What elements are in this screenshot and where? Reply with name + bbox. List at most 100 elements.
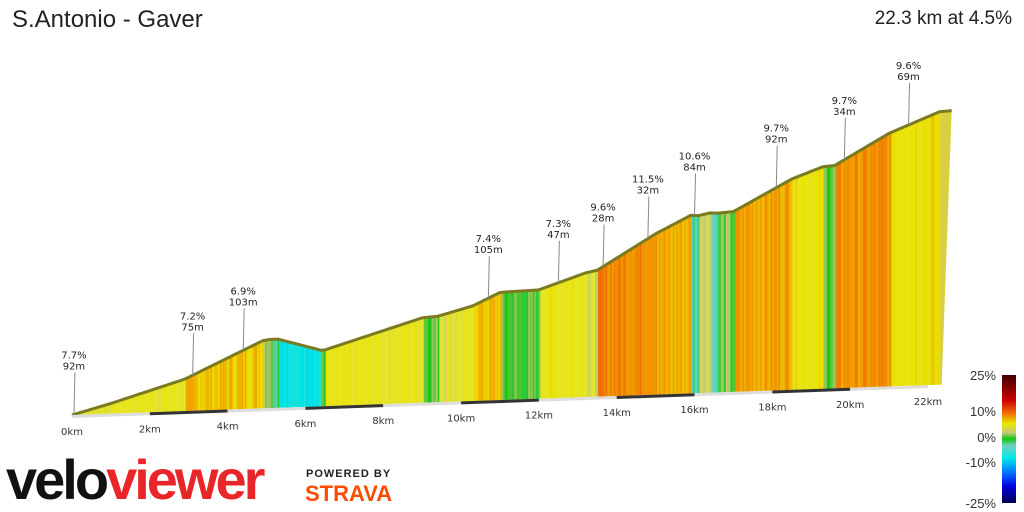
gradient-strip	[812, 170, 815, 390]
gradient-strip	[168, 383, 171, 412]
gradient-strip	[296, 343, 299, 408]
gradient-strip	[921, 118, 924, 386]
gradient-strip	[459, 309, 462, 402]
km-bar-segment	[149, 409, 228, 416]
gradient-strip	[537, 289, 540, 399]
gradient-strip	[887, 133, 890, 387]
gradient-strip	[836, 163, 839, 389]
gradient-strip	[532, 290, 535, 399]
gradient-strip	[577, 275, 580, 398]
gradient-strip	[596, 269, 599, 397]
gradient-strip	[828, 165, 831, 389]
gradient-strip	[713, 212, 716, 393]
gradient-strip	[216, 362, 219, 410]
gradient-strip	[121, 399, 124, 414]
gradient-strip	[207, 367, 210, 411]
gradient-strip	[210, 365, 213, 411]
gradient-strip	[257, 342, 260, 409]
gradient-strip	[359, 337, 362, 405]
gradient-strip	[730, 211, 733, 392]
gradient-strip	[660, 230, 663, 395]
gradient-strip	[316, 349, 319, 407]
gradient-strip	[759, 195, 762, 391]
gradient-strip	[861, 148, 864, 388]
km-bar-segment	[305, 404, 384, 410]
gradient-strip	[697, 215, 700, 394]
x-tick-label: 10km	[447, 413, 475, 424]
profile-strips	[72, 110, 952, 415]
gradient-strip	[107, 403, 110, 414]
gradient-strip	[159, 387, 162, 412]
gradient-strip	[661, 229, 664, 395]
gradient-strip	[602, 265, 605, 397]
gradient-strip	[834, 164, 837, 389]
powered-by-label: POWERED BY	[306, 468, 392, 480]
gradient-strip	[523, 290, 526, 400]
gradient-strip	[635, 245, 638, 396]
gradient-strip	[864, 147, 867, 388]
gradient-strip	[534, 290, 537, 399]
gradient-strip	[601, 266, 604, 397]
gradient-strip	[247, 347, 250, 409]
gradient-strip	[521, 290, 524, 400]
gradient-strip	[689, 215, 692, 394]
gradient-strip	[529, 290, 532, 400]
gradient-strip	[845, 158, 848, 388]
gradient-strip	[545, 286, 548, 399]
gradient-strip	[283, 340, 286, 408]
gradient-strip	[643, 240, 646, 396]
gradient-strip	[503, 292, 506, 400]
gradient-strip	[254, 344, 257, 409]
km-bar-segment	[694, 390, 773, 397]
gradient-strip	[842, 159, 845, 389]
gradient-strip	[250, 345, 253, 409]
gradient-strip	[331, 347, 334, 406]
profile-side-face	[939, 110, 952, 385]
x-tick-label: 22km	[914, 397, 942, 408]
annotation-grade: 9.6%	[896, 61, 921, 72]
gradient-strip	[918, 119, 921, 386]
gradient-strip	[591, 271, 594, 397]
gradient-strip	[789, 179, 792, 390]
gradient-strip	[934, 113, 937, 385]
gradient-strip	[559, 281, 562, 398]
gradient-strip	[358, 338, 361, 405]
gradient-strip	[152, 389, 155, 413]
gradient-strip	[272, 339, 275, 408]
gradient-strip	[201, 370, 204, 411]
gradient-strip	[711, 212, 714, 393]
annotation-length: 75m	[181, 322, 203, 333]
gradient-strip	[646, 238, 649, 395]
gradient-strip	[128, 397, 130, 414]
strava-logo[interactable]: STRAVA	[305, 481, 393, 506]
gradient-strip	[671, 224, 674, 395]
annotation-length: 84m	[683, 162, 705, 173]
gradient-strip	[819, 167, 822, 389]
gradient-strip	[307, 346, 309, 407]
gradient-strip	[411, 320, 414, 404]
gradient-strip	[255, 343, 258, 409]
gradient-strip	[260, 341, 263, 409]
gradient-strip	[372, 333, 375, 405]
gradient-strip	[574, 276, 577, 398]
veloviewer-logo[interactable]: veloviewer	[6, 448, 265, 511]
gradient-strip	[579, 274, 582, 398]
gradient-strip	[448, 312, 451, 402]
gradient-strip	[907, 124, 910, 386]
gradient-strip	[540, 288, 543, 399]
gradient-strip	[215, 363, 218, 410]
gradient-strip	[394, 326, 397, 404]
gradient-strip	[889, 132, 892, 387]
gradient-strip	[280, 339, 283, 408]
gradient-strip	[898, 128, 901, 387]
gradient-strip	[495, 293, 498, 401]
gradient-strip	[664, 228, 667, 395]
gradient-strip	[443, 313, 446, 402]
gradient-strip	[803, 173, 806, 390]
gradient-strip	[291, 342, 294, 408]
gradient-strip	[710, 212, 713, 393]
gradient-strip	[538, 289, 541, 399]
annotation-leader-line	[192, 333, 195, 376]
gradient-strip	[798, 175, 801, 390]
gradient-strip	[935, 112, 938, 385]
